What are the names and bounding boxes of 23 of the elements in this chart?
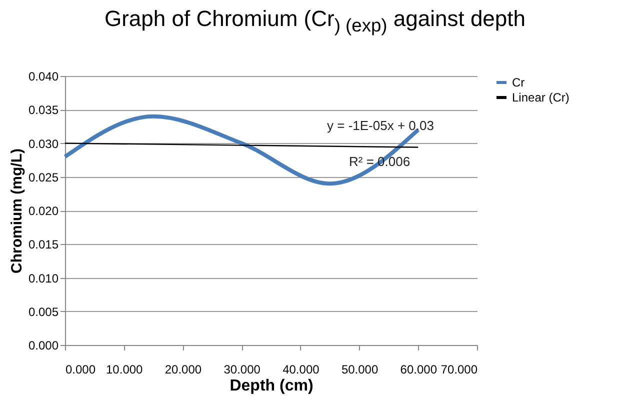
x-tick-label: 0.000 [66,362,96,376]
y-tick-label: 0.005 [28,304,59,319]
y-tick-label: 0.020 [28,204,59,218]
y-tick-label: 0.025 [28,170,59,184]
legend-label: Cr [512,76,525,90]
y-tick-label: 0.035 [28,103,59,118]
y-tick-label: 0.040 [28,70,59,84]
x-axis-title: Depth (cm) [230,378,314,394]
y-axis-title: Chromium (mg/L) [8,148,26,274]
y-tick-label: 0.030 [28,136,59,151]
annotation: y = -1E-05x + 0.03 [327,118,434,133]
x-tick-label: 20.000 [164,362,202,376]
x-tick-label: 60.000 [400,362,438,376]
x-tick-label: 30.000 [224,362,261,376]
x-tick-label: 70.000 [440,362,478,376]
y-tick-label: 0.015 [28,238,59,252]
y-tick-label: 0.000 [28,338,59,352]
x-tick-label: 50.000 [341,362,378,376]
x-tick-label: 40.000 [282,362,320,376]
x-tick-label: 10.000 [106,362,144,376]
chart-title: Graph of Chromium (Cr$_{) (exp)}$ against depth [103,6,527,36]
y-tick-label: 0.010 [28,271,59,286]
legend-label: Linear (Cr) [512,90,570,104]
